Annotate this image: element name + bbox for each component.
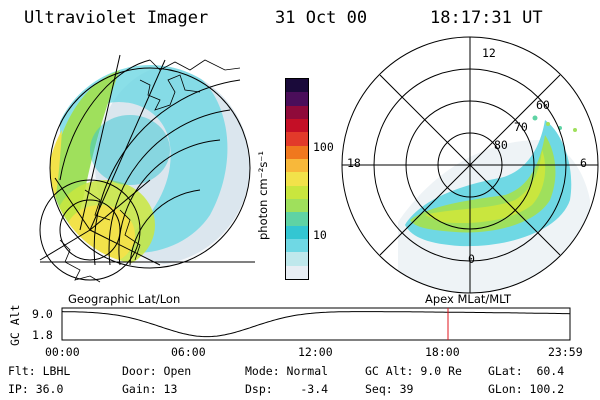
colorbar-swatch xyxy=(286,252,308,266)
colorbar-swatch xyxy=(286,239,308,253)
status-glat: GLat: 60.4 xyxy=(488,364,565,378)
time-label: 18:17:31 UT xyxy=(430,8,543,28)
mlt-label-0: 0 xyxy=(468,252,475,266)
colorbar-swatch xyxy=(286,212,308,226)
colorbar-swatch xyxy=(286,185,308,200)
colorbar-swatch xyxy=(286,105,308,120)
colorbar-tick-100: 100 xyxy=(313,140,334,154)
timeline-ytick-high: 9.0 xyxy=(32,307,53,321)
status-ip: IP: 36.0 xyxy=(8,382,64,396)
colorbar-swatch xyxy=(286,79,308,93)
colorbar-swatch xyxy=(286,172,308,186)
status-filter: Flt: LBHL xyxy=(8,364,71,378)
timeline-xtick-2359: 23:59 xyxy=(548,345,583,359)
status-glon: GLon: 100.2 xyxy=(488,382,565,396)
lat-label-70: 70 xyxy=(514,120,528,134)
mlt-label-18: 18 xyxy=(347,156,361,170)
timeline-ytick-low: 1.8 xyxy=(32,328,53,342)
left-panel-caption: Geographic Lat/Lon xyxy=(68,292,181,306)
timeline-xtick-1200: 12:00 xyxy=(298,345,333,359)
lat-label-80: 80 xyxy=(494,138,508,152)
colorbar-swatch xyxy=(286,159,308,173)
status-seq: Seq: 39 xyxy=(365,382,414,396)
colorbar-swatch xyxy=(286,265,308,279)
date-label: 31 Oct 00 xyxy=(275,8,368,28)
status-door: Door: Open xyxy=(122,364,192,378)
instrument-title: Ultraviolet Imager xyxy=(24,8,209,28)
status-gc-alt: GC Alt: 9.0 Re xyxy=(365,364,462,378)
colorbar-swatch xyxy=(286,92,308,106)
colorbar-swatch xyxy=(286,145,308,160)
colorbar-swatch xyxy=(286,132,308,146)
timeline-xtick-1800: 18:00 xyxy=(425,345,460,359)
mlt-label-12: 12 xyxy=(482,46,496,60)
colorbar-swatch xyxy=(286,119,308,133)
timeline-xtick-0600: 06:00 xyxy=(171,345,206,359)
colorbar xyxy=(285,78,309,280)
status-mode: Mode: Normal xyxy=(245,364,329,378)
colorbar-swatch xyxy=(286,199,308,213)
status-gain: Gain: 13 xyxy=(122,382,178,396)
timeline-xtick-0000: 00:00 xyxy=(45,345,80,359)
colorbar-tick-10: 10 xyxy=(313,228,327,242)
timeline-ylabel: GC Alt xyxy=(8,304,22,346)
colorbar-swatch xyxy=(286,225,308,240)
right-panel-caption: Apex MLat/MLT xyxy=(425,292,512,306)
lat-label-60: 60 xyxy=(536,98,550,112)
status-dsp: Dsp: -3.4 xyxy=(245,382,329,396)
mlt-label-6: 6 xyxy=(580,156,587,170)
